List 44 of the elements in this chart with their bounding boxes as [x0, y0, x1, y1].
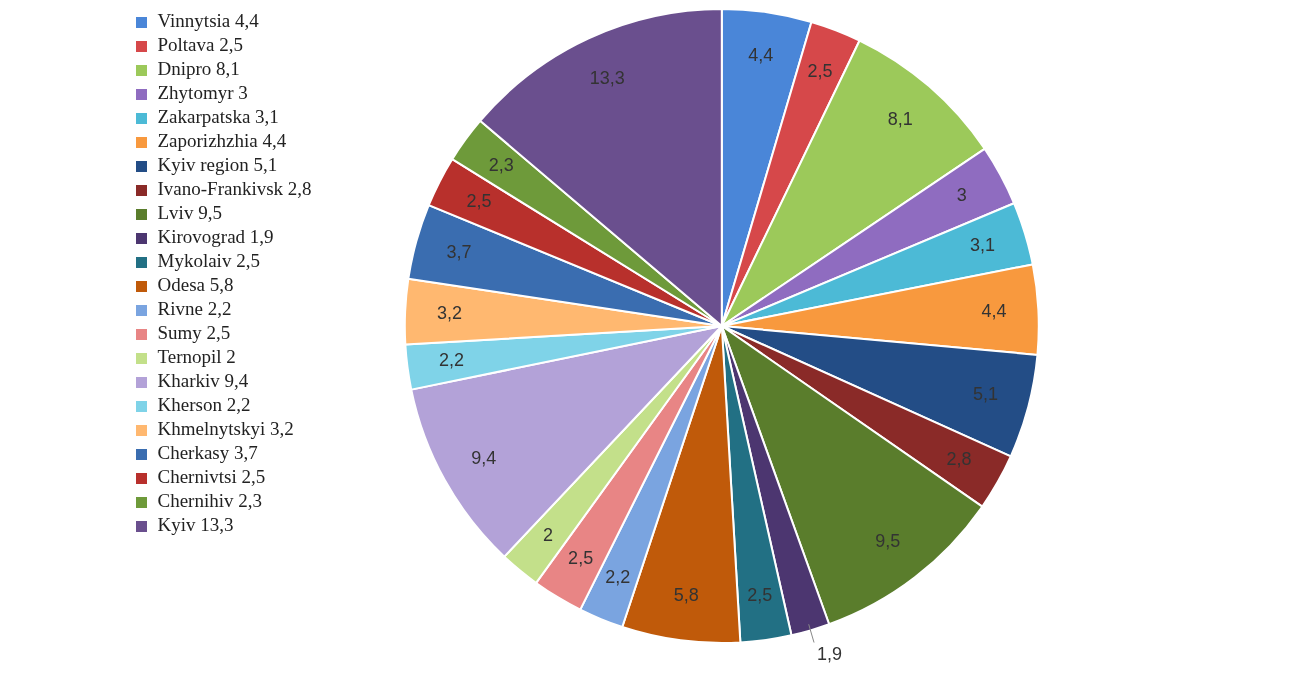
data-label: 2,5	[466, 190, 492, 211]
legend-label: Kyiv region 5,1	[157, 154, 278, 176]
legend-label: Chernihiv 2,3	[157, 490, 262, 512]
data-label: 3	[956, 185, 967, 206]
data-label: 2,5	[807, 60, 833, 81]
data-label: 3,2	[436, 302, 462, 323]
legend-label: Sumy 2,5	[157, 322, 231, 344]
legend-label: Vinnytsia 4,4	[157, 10, 260, 32]
data-label: 13,3	[589, 67, 625, 88]
legend-label: Zakarpatska 3,1	[157, 106, 279, 128]
data-label: 8,1	[887, 108, 913, 129]
legend-label: Poltava 2,5	[157, 34, 243, 56]
legend-label: Zhytomyr 3	[157, 82, 248, 104]
legend-label: Kherson 2,2	[157, 394, 251, 416]
data-label: 2,8	[946, 449, 972, 470]
legend-label: Lviv 9,5	[157, 202, 222, 224]
legend-label: Cherkasy 3,7	[157, 442, 258, 464]
data-label: 2,3	[488, 154, 514, 175]
data-label: 4,4	[981, 300, 1007, 321]
data-label: 4,4	[748, 45, 774, 66]
legend-label: Chernivtsi 2,5	[157, 466, 266, 488]
legend-label: Khmelnytskyi 3,2	[157, 418, 294, 440]
legend-label: Mykolaiv 2,5	[157, 250, 260, 272]
data-label: 3,7	[446, 242, 472, 263]
data-label: 9,5	[875, 531, 901, 552]
data-label: 9,4	[471, 447, 497, 468]
legend-label: Kharkiv 9,4	[157, 370, 249, 392]
legend-label: Odesa 5,8	[157, 274, 234, 296]
data-label: 2,2	[605, 567, 631, 588]
legend-label: Ivano-Frankivsk 2,8	[157, 178, 312, 200]
legend-label: Kirovograd 1,9	[157, 226, 274, 248]
data-label: 2,5	[747, 584, 773, 605]
data-label: 2	[543, 525, 554, 546]
data-label: 3,1	[970, 235, 996, 256]
data-label: 5,8	[673, 585, 699, 606]
legend-label: Rivne 2,2	[157, 298, 232, 320]
data-label: 2,5	[568, 548, 594, 569]
legend-label: Ternopil 2	[157, 346, 236, 368]
legend-label: Kyiv 13,3	[157, 514, 234, 536]
legend-label: Zaporizhzhia 4,4	[157, 130, 287, 152]
data-label: 1,9	[817, 643, 843, 664]
legend-label: Dnipro 8,1	[157, 58, 240, 80]
data-label: 5,1	[972, 384, 998, 405]
data-label: 2,2	[438, 350, 464, 371]
